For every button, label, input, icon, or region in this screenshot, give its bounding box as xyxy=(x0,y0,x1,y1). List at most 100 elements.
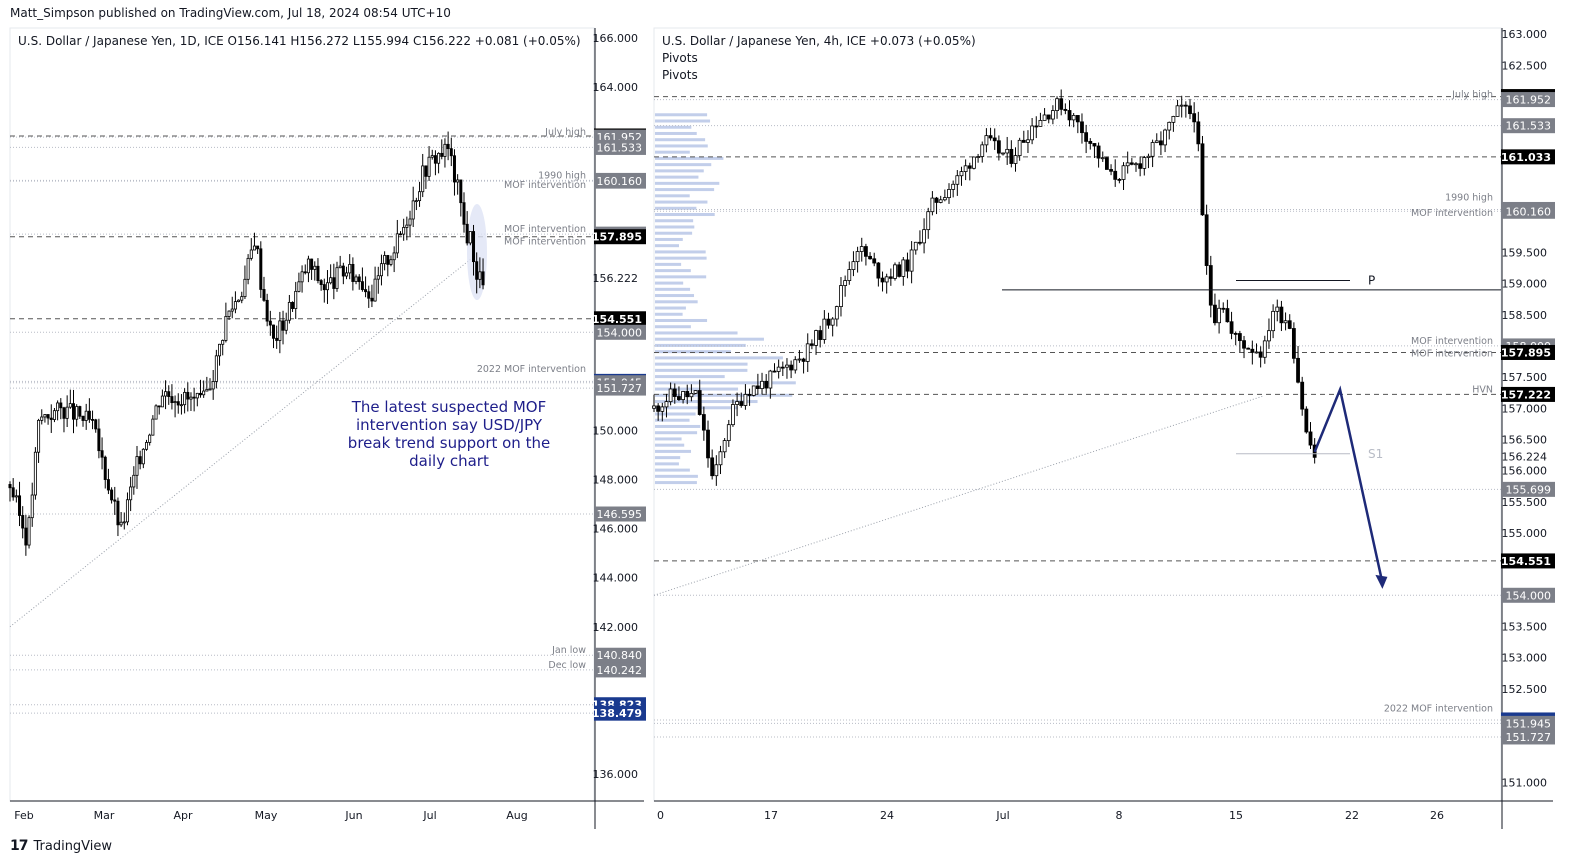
price-label-box xyxy=(594,506,646,522)
volume-profile-bar xyxy=(655,231,693,235)
candle-body xyxy=(706,429,710,459)
candle-body xyxy=(278,320,282,341)
candle-body xyxy=(1030,125,1035,141)
price-label-text: 157.222 xyxy=(1501,388,1551,401)
candle-body xyxy=(710,457,715,477)
level-annotation: 1990 high xyxy=(538,170,586,181)
candle-body xyxy=(1138,163,1143,169)
candle-body xyxy=(1067,110,1072,121)
level-annotation: MOF intervention xyxy=(504,180,586,191)
candle-body xyxy=(739,401,744,406)
candle-body xyxy=(132,474,136,488)
candle-body xyxy=(240,296,244,301)
candle-body xyxy=(129,486,133,501)
candle-body xyxy=(411,200,415,220)
y-tick-label: 159.000 xyxy=(1502,278,1548,291)
y-tick-label: 156.222 xyxy=(593,272,639,285)
candle-body xyxy=(1046,114,1051,120)
candle-body xyxy=(87,410,91,420)
volume-profile-bar xyxy=(655,356,783,360)
candle-body xyxy=(75,406,79,420)
candle-body xyxy=(1113,170,1118,180)
candle-body xyxy=(681,391,685,400)
candle-body xyxy=(922,229,926,244)
y-tick-label: 158.500 xyxy=(1502,309,1548,322)
y-tick-label: 156.000 xyxy=(1502,465,1548,478)
volume-profile-bar xyxy=(655,294,695,298)
candle-body xyxy=(689,392,694,398)
volume-profile-bar xyxy=(655,443,685,447)
volume-profile-bar xyxy=(655,175,699,179)
candle-body xyxy=(183,391,187,406)
candle-body xyxy=(208,388,212,391)
candle-body xyxy=(1308,431,1313,446)
volume-profile-bar xyxy=(655,237,683,241)
volume-profile-bar xyxy=(655,300,698,304)
candle-body xyxy=(959,171,964,177)
candle-body xyxy=(135,456,139,476)
candle-body xyxy=(71,403,75,420)
candle-body xyxy=(300,271,304,283)
candle-body xyxy=(1092,143,1097,147)
candle-body xyxy=(59,402,63,409)
publisher-header: Matt_Simpson published on TradingView.co… xyxy=(10,6,451,20)
volume-profile-bar xyxy=(655,188,715,192)
candle-body xyxy=(233,301,237,310)
candle-body xyxy=(1229,321,1234,334)
candle-body xyxy=(37,419,41,453)
candle-body xyxy=(809,343,814,346)
candle-body xyxy=(230,308,234,312)
annotation-line: daily chart xyxy=(409,452,489,470)
candle-body xyxy=(822,318,827,340)
candle-body xyxy=(424,165,428,177)
x-tick-label: Mar xyxy=(94,809,115,822)
candle-body xyxy=(1279,306,1284,324)
x-tick-label: Jun xyxy=(344,809,362,822)
candle-body xyxy=(52,410,56,420)
candle-body xyxy=(864,246,868,257)
candle-body xyxy=(1192,113,1197,123)
volume-profile-bar xyxy=(655,387,739,391)
level-annotation: Dec low xyxy=(548,660,586,671)
candle-body xyxy=(319,280,323,285)
candle-body xyxy=(122,521,126,524)
candle-body xyxy=(246,257,250,280)
volume-profile-bar xyxy=(655,156,724,160)
volume-profile-bar xyxy=(655,424,701,428)
volume-profile-bar xyxy=(655,418,690,422)
candle-body xyxy=(1080,121,1084,134)
candle-body xyxy=(256,245,260,250)
candle-body xyxy=(351,263,355,282)
candle-body xyxy=(364,289,368,293)
candle-body xyxy=(138,456,142,465)
candle-body xyxy=(338,265,342,269)
tradingview-logo-icon: 17 xyxy=(10,838,29,854)
candle-body xyxy=(743,393,748,406)
candle-body xyxy=(814,330,818,346)
candle-body xyxy=(1063,108,1068,111)
candle-body xyxy=(834,306,839,320)
candle-body xyxy=(992,137,997,142)
candle-body xyxy=(189,396,193,400)
volume-profile-bar xyxy=(655,462,679,466)
candle-body xyxy=(437,152,441,164)
x-tick-label: Apr xyxy=(173,809,193,822)
level-annotation: 2022 MOF intervention xyxy=(1384,704,1493,715)
candle-body xyxy=(1167,121,1172,131)
candle-body xyxy=(475,261,479,280)
candle-body xyxy=(888,276,893,279)
annotation-line: The latest suspected MOF xyxy=(351,398,547,416)
x-tick-label: Aug xyxy=(506,809,527,822)
price-label-text: 161.533 xyxy=(1506,120,1552,133)
volume-profile-bar xyxy=(655,481,697,485)
candle-body xyxy=(776,366,781,372)
candle-body xyxy=(1109,169,1113,172)
candle-body xyxy=(62,407,66,419)
candle-body xyxy=(370,297,374,302)
candle-body xyxy=(851,261,856,270)
price-label-box xyxy=(1501,203,1555,219)
candle-body xyxy=(1071,115,1076,121)
candle-body xyxy=(772,370,777,373)
candle-body xyxy=(459,179,463,204)
